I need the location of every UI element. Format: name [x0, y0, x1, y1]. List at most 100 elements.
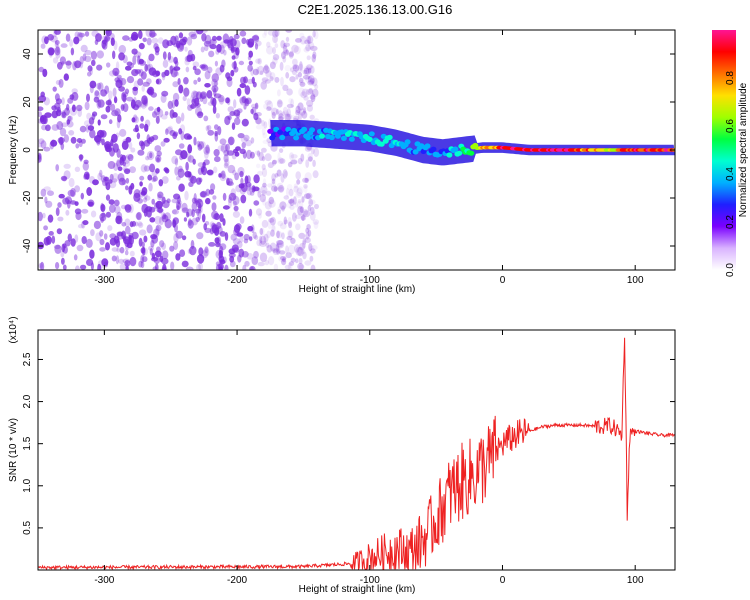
noise-point: [285, 30, 293, 33]
y-tick-label: 20: [22, 96, 33, 108]
noise-point: [145, 64, 151, 71]
noise-point: [224, 97, 231, 104]
noise-point: [256, 163, 261, 169]
noise-point: [261, 167, 268, 178]
noise-point: [298, 258, 303, 265]
noise-point: [160, 94, 167, 103]
noise-point: [70, 47, 75, 56]
noise-point: [286, 103, 294, 109]
noise-point: [162, 39, 170, 49]
noise-point: [141, 95, 148, 105]
noise-point: [39, 114, 47, 125]
noise-point: [162, 59, 169, 68]
noise-point: [257, 190, 262, 198]
noise-point: [186, 98, 191, 107]
noise-point: [265, 210, 272, 217]
noise-point: [125, 153, 134, 160]
noise-point: [295, 38, 302, 43]
noise-point: [38, 211, 43, 222]
noise-point: [38, 106, 44, 111]
noise-point: [300, 91, 308, 99]
noise-point: [306, 224, 311, 230]
noise-point: [74, 166, 81, 172]
noise-point: [58, 193, 65, 199]
noise-point: [127, 154, 134, 162]
signal-point: [319, 133, 325, 139]
noise-point: [271, 178, 276, 185]
noise-point: [288, 261, 295, 266]
noise-point: [198, 141, 205, 150]
noise-point: [277, 157, 284, 164]
signal-point: [305, 135, 312, 141]
noise-point: [90, 50, 97, 60]
noise-point: [250, 67, 255, 77]
y-tick-label: 1.5: [22, 436, 33, 450]
noise-point: [306, 99, 314, 107]
noise-point: [254, 150, 260, 156]
noise-point: [244, 260, 250, 267]
noise-point: [279, 222, 287, 230]
noise-point: [141, 85, 145, 92]
noise-point: [309, 94, 316, 100]
noise-point: [295, 258, 299, 264]
noise-point: [125, 226, 131, 235]
noise-point: [154, 145, 162, 152]
noise-point: [65, 196, 72, 205]
noise-point: [133, 189, 141, 199]
noise-point: [121, 140, 129, 150]
noise-point: [312, 51, 317, 59]
noise-point: [274, 76, 280, 83]
noise-point: [43, 146, 51, 152]
noise-point: [254, 42, 259, 50]
x-tick-label: 0: [500, 275, 506, 286]
signal-point: [446, 152, 453, 158]
noise-point: [138, 42, 145, 50]
noise-point: [157, 206, 163, 214]
noise-point: [60, 43, 68, 48]
noise-point: [310, 206, 315, 216]
noise-point: [289, 198, 295, 206]
noise-point: [186, 208, 194, 217]
noise-point: [288, 230, 293, 238]
noise-point: [224, 158, 230, 167]
noise-point: [165, 126, 173, 135]
noise-point: [237, 254, 242, 263]
noise-point: [210, 183, 216, 191]
noise-point: [249, 236, 253, 242]
noise-point: [155, 224, 162, 232]
noise-point: [273, 263, 279, 270]
noise-point: [257, 261, 265, 267]
noise-point: [66, 103, 70, 111]
noise-point: [97, 263, 102, 270]
noise-point: [188, 171, 192, 178]
noise-point: [307, 74, 315, 85]
noise-point: [303, 95, 309, 101]
noise-point: [117, 77, 124, 83]
noise-point: [276, 100, 284, 108]
noise-point: [268, 199, 276, 208]
noise-point: [295, 109, 300, 116]
noise-point: [112, 178, 118, 183]
noise-point: [280, 76, 284, 87]
noise-point: [107, 161, 116, 169]
noise-point: [120, 104, 125, 112]
noise-point: [104, 176, 109, 186]
noise-point: [171, 155, 179, 165]
noise-point: [188, 181, 194, 187]
noise-point: [49, 141, 55, 150]
noise-point: [131, 31, 139, 41]
noise-point: [220, 170, 226, 179]
noise-point: [222, 205, 230, 210]
noise-point: [96, 82, 102, 90]
noise-point: [280, 40, 286, 49]
noise-point: [172, 217, 179, 225]
noise-point: [260, 81, 268, 90]
noise-point: [234, 117, 241, 126]
noise-point: [287, 244, 296, 255]
noise-point: [214, 213, 220, 221]
noise-point: [89, 176, 95, 184]
noise-point: [247, 225, 254, 232]
noise-point: [164, 168, 170, 174]
noise-point: [139, 229, 147, 236]
noise-point: [204, 246, 209, 254]
